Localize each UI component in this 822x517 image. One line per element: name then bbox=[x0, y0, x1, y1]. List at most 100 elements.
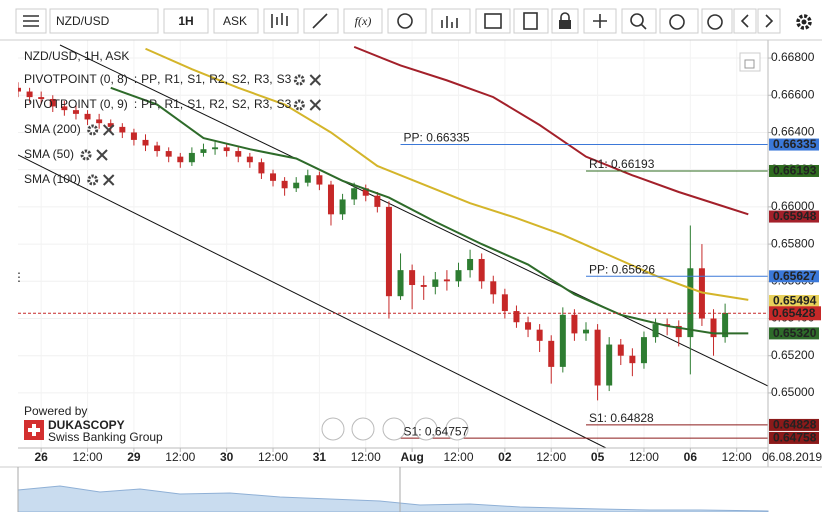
candle-body bbox=[443, 279, 450, 282]
candle-body bbox=[351, 188, 358, 200]
x-tick-label: 12:00 bbox=[536, 450, 566, 464]
x-tick-label: 26 bbox=[35, 450, 49, 464]
candle-body bbox=[455, 270, 462, 282]
x-tick-label: 12:00 bbox=[165, 450, 195, 464]
candle-body bbox=[107, 123, 114, 127]
info-button[interactable] bbox=[387, 8, 427, 34]
candle-body bbox=[270, 173, 277, 181]
zoom-button[interactable] bbox=[621, 8, 657, 34]
indicator-separator: , bbox=[247, 97, 250, 111]
symbol-select[interactable] bbox=[49, 8, 159, 34]
settings-icon[interactable] bbox=[80, 149, 92, 161]
candle-body bbox=[617, 344, 624, 356]
report-button[interactable] bbox=[513, 8, 549, 34]
menu-button[interactable] bbox=[15, 8, 47, 34]
indicator-controls bbox=[80, 149, 108, 161]
price-label: 0.66335 bbox=[773, 137, 817, 151]
sma-line bbox=[353, 45, 749, 216]
y-tick-label: 0.66800 bbox=[771, 50, 815, 64]
candle-body bbox=[571, 314, 578, 334]
side-select[interactable] bbox=[213, 8, 259, 34]
toolbar: NZD/USD 1H ASK f(x) bbox=[0, 0, 822, 41]
x-tick-label: Aug bbox=[400, 450, 423, 464]
indicator-controls bbox=[293, 74, 322, 86]
candle-body bbox=[420, 285, 427, 287]
volume-button[interactable] bbox=[431, 8, 471, 34]
download-button[interactable] bbox=[701, 8, 733, 34]
logo-cross bbox=[28, 424, 40, 436]
prev-button[interactable] bbox=[733, 8, 757, 34]
brand-name: DUKASCOPY bbox=[48, 418, 125, 432]
indicator-level: R1 bbox=[165, 97, 181, 111]
candle-body bbox=[722, 312, 729, 338]
indicator-level: S2 bbox=[232, 72, 247, 86]
candle-body bbox=[293, 182, 300, 189]
candle-body bbox=[165, 151, 172, 157]
candle-body bbox=[61, 106, 68, 111]
upload-button[interactable] bbox=[659, 8, 699, 34]
price-label: 0.65627 bbox=[773, 269, 817, 283]
settings-icon[interactable] bbox=[293, 74, 305, 86]
settings-icon[interactable] bbox=[87, 174, 99, 186]
period-select[interactable] bbox=[163, 8, 209, 34]
candle-body bbox=[675, 325, 682, 338]
symbol: NZD/USD bbox=[56, 14, 110, 28]
candle-body bbox=[490, 281, 497, 295]
current-price-label: 0.65428 bbox=[772, 306, 816, 320]
nav-button[interactable] bbox=[321, 417, 345, 441]
candle-body bbox=[339, 199, 346, 215]
candle-body bbox=[72, 110, 79, 114]
nav-button[interactable] bbox=[445, 417, 469, 441]
popout-button[interactable] bbox=[739, 52, 761, 72]
remove-icon[interactable] bbox=[309, 74, 322, 86]
settings-icon[interactable] bbox=[87, 124, 99, 136]
draw-button[interactable] bbox=[303, 8, 339, 34]
lock-button[interactable] bbox=[551, 8, 579, 34]
indicator-separator: , bbox=[180, 97, 183, 111]
indicator-level: S1 bbox=[187, 97, 202, 111]
price-label-box bbox=[769, 418, 819, 431]
candle-body bbox=[304, 175, 311, 183]
candle-body bbox=[38, 97, 45, 99]
crosshair-button[interactable] bbox=[583, 8, 617, 34]
candle-body bbox=[223, 147, 230, 152]
indicator-separator: , bbox=[225, 97, 228, 111]
price-label: 0.65948 bbox=[773, 209, 817, 223]
candle-body bbox=[235, 151, 242, 157]
indicator-separator: : bbox=[134, 97, 137, 111]
price-label-box bbox=[769, 270, 819, 283]
candle-body bbox=[397, 270, 404, 297]
pivot-label: PP: 0.65626 bbox=[589, 262, 655, 276]
candle-body bbox=[478, 258, 485, 282]
nav-button[interactable] bbox=[414, 417, 438, 441]
trend-line bbox=[18, 154, 607, 448]
settings-icon[interactable] bbox=[293, 99, 305, 111]
indicator-button[interactable] bbox=[343, 8, 383, 34]
calendar-button[interactable] bbox=[475, 8, 511, 34]
y-tick-label: 0.65000 bbox=[771, 385, 815, 399]
candle-body bbox=[640, 337, 647, 364]
remove-icon[interactable] bbox=[102, 124, 115, 136]
candle-body bbox=[467, 258, 474, 271]
remove-icon[interactable] bbox=[96, 149, 108, 161]
brand-tagline: Swiss Banking Group bbox=[48, 430, 163, 444]
y-tick-label: 0.65800 bbox=[771, 236, 815, 250]
resize-handle[interactable]: ⋮ bbox=[13, 270, 25, 284]
price-label: 0.66193 bbox=[773, 164, 817, 178]
period: 1H bbox=[178, 14, 193, 28]
nav-button[interactable] bbox=[351, 417, 375, 441]
indicator-separator: , bbox=[202, 72, 205, 86]
legend-entry: SMA (200) bbox=[24, 122, 81, 136]
chart-type-button[interactable] bbox=[263, 8, 299, 34]
candle-body bbox=[525, 322, 532, 330]
indicator-level: S3 bbox=[277, 97, 292, 111]
indicator-level: PP bbox=[141, 97, 157, 111]
remove-icon[interactable] bbox=[102, 174, 115, 186]
candle-body bbox=[409, 270, 416, 286]
remove-icon[interactable] bbox=[309, 99, 322, 111]
nav-button[interactable] bbox=[382, 417, 406, 441]
next-button[interactable] bbox=[757, 8, 781, 34]
settings-button[interactable] bbox=[796, 14, 812, 30]
candle-body bbox=[629, 355, 636, 364]
